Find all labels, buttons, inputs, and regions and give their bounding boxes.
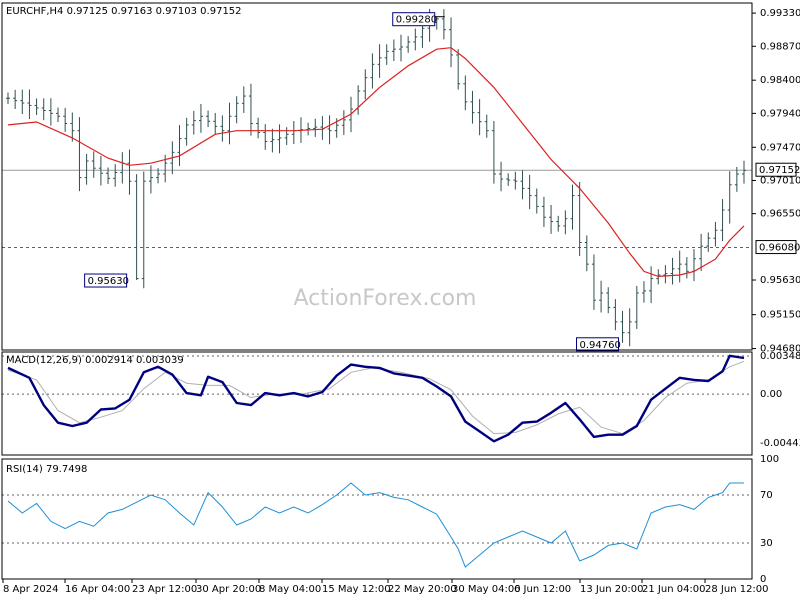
macd-panel-marks (2, 354, 752, 443)
price-panel-marks: 0.99280 0.95630 0.94760 (2, 8, 752, 352)
moving-average-line (7, 47, 745, 278)
support-level-label: 0.96080 (759, 243, 800, 254)
x-tick-label: 8 May 04:00 (259, 584, 321, 595)
price-tick-label: 0.95150 (760, 310, 800, 321)
price-frame (1, 2, 753, 351)
price-panel-title: EURCHF,H4 0.97125 0.97163 0.97103 0.9715… (6, 6, 242, 17)
rsi-tick-label: 30 (760, 538, 773, 549)
swing-low-2-label-box (576, 337, 620, 352)
x-tick-label: 23 Apr 12:00 (132, 584, 197, 595)
rsi-frame (1, 458, 753, 580)
price-tick-label: 0.97940 (760, 108, 800, 119)
x-tick-label: 16 Apr 04:00 (65, 584, 130, 595)
x-tick-label: 30 Apr 20:00 (196, 584, 261, 595)
rsi-tick-label: 70 (760, 490, 773, 501)
swing-high-label: 0.99280 (396, 15, 437, 26)
support-level-box (755, 240, 797, 255)
price-tick-label: 0.94680 (760, 344, 800, 355)
macd-panel-title: MACD(12,26,9) 0.002914 0.003039 (6, 355, 184, 366)
swing-high-label-box (392, 12, 436, 27)
rsi-panel-title: RSI(14) 79.7498 (6, 464, 87, 475)
rsi-panel-marks (2, 482, 752, 568)
price-tick-label: 0.97470 (760, 142, 800, 153)
x-tick-label: 8 Apr 2024 (3, 584, 58, 595)
x-tick-label: 15 May 12:00 (322, 584, 391, 595)
current-price-label: 0.97152 (759, 165, 800, 176)
x-tick-label: 21 Jun 04:00 (642, 584, 706, 595)
rsi-tick-label: 100 (760, 454, 779, 465)
macd-tick-label: 0.003481 (760, 351, 800, 362)
panel-frames (1, 2, 753, 580)
macd-tick-label: 0.00 (760, 389, 782, 400)
x-tick-label: 22 May 20:00 (388, 584, 457, 595)
x-tick-label: 30 May 04:00 (452, 584, 521, 595)
current-price-box (755, 162, 797, 177)
rsi-tick-label: 0 (760, 574, 766, 585)
macd-frame (1, 351, 753, 456)
price-tick-label: 0.98870 (760, 41, 800, 52)
price-tick-label: 0.97010 (760, 175, 800, 186)
swing-low-1-label-box (84, 273, 128, 288)
macd-main-line (7, 354, 745, 443)
price-tick-label: 0.98400 (760, 75, 800, 86)
x-tick-label: 28 Jun 12:00 (705, 584, 769, 595)
macd-tick-label: -0.004436 (760, 438, 800, 449)
swing-low-2-label: 0.94760 (580, 340, 621, 351)
x-tick-label: 6 Jun 12:00 (514, 584, 571, 595)
rsi-line (7, 482, 744, 568)
axis-labels: 0.99330 0.98870 0.98400 0.97940 0.97470 0.970… (2, 8, 800, 595)
swing-low-1-label: 0.95630 (88, 276, 129, 287)
x-tick-label: 13 Jun 20:00 (580, 584, 644, 595)
watermark: ActionForex.com (294, 286, 477, 311)
price-tick-label: 0.99330 (760, 8, 800, 19)
price-tick-label: 0.95630 (760, 275, 800, 286)
price-tick-label: 0.96550 (760, 209, 800, 220)
